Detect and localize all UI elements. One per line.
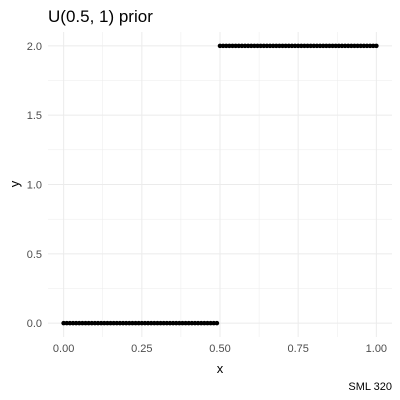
data-point <box>374 43 379 49</box>
x-axis-ticks: 0.00 0.25 0.50 0.75 1.00 <box>53 343 387 355</box>
data-points <box>61 43 379 326</box>
x-tick-label: 1.00 <box>366 343 387 355</box>
x-tick-label: 0.25 <box>131 343 152 355</box>
chart-title: U(0.5, 1) prior <box>48 7 153 26</box>
data-point <box>214 320 220 326</box>
y-tick-label: 0.0 <box>27 318 42 330</box>
x-axis-title: x <box>217 361 224 376</box>
x-tick-label: 0.50 <box>209 343 230 355</box>
x-tick-label: 0.00 <box>53 343 74 355</box>
y-axis-ticks: 0.0 0.5 1.0 1.5 2.0 <box>27 41 42 330</box>
y-tick-label: 1.0 <box>27 180 42 192</box>
chart-caption: SML 320 <box>348 381 392 393</box>
y-tick-label: 1.5 <box>27 110 42 122</box>
major-grid <box>48 32 392 337</box>
plot-panel <box>48 32 392 337</box>
y-tick-label: 2.0 <box>27 41 42 53</box>
x-tick-label: 0.75 <box>287 343 308 355</box>
y-tick-label: 0.5 <box>27 249 42 261</box>
y-axis-title: y <box>7 180 22 187</box>
